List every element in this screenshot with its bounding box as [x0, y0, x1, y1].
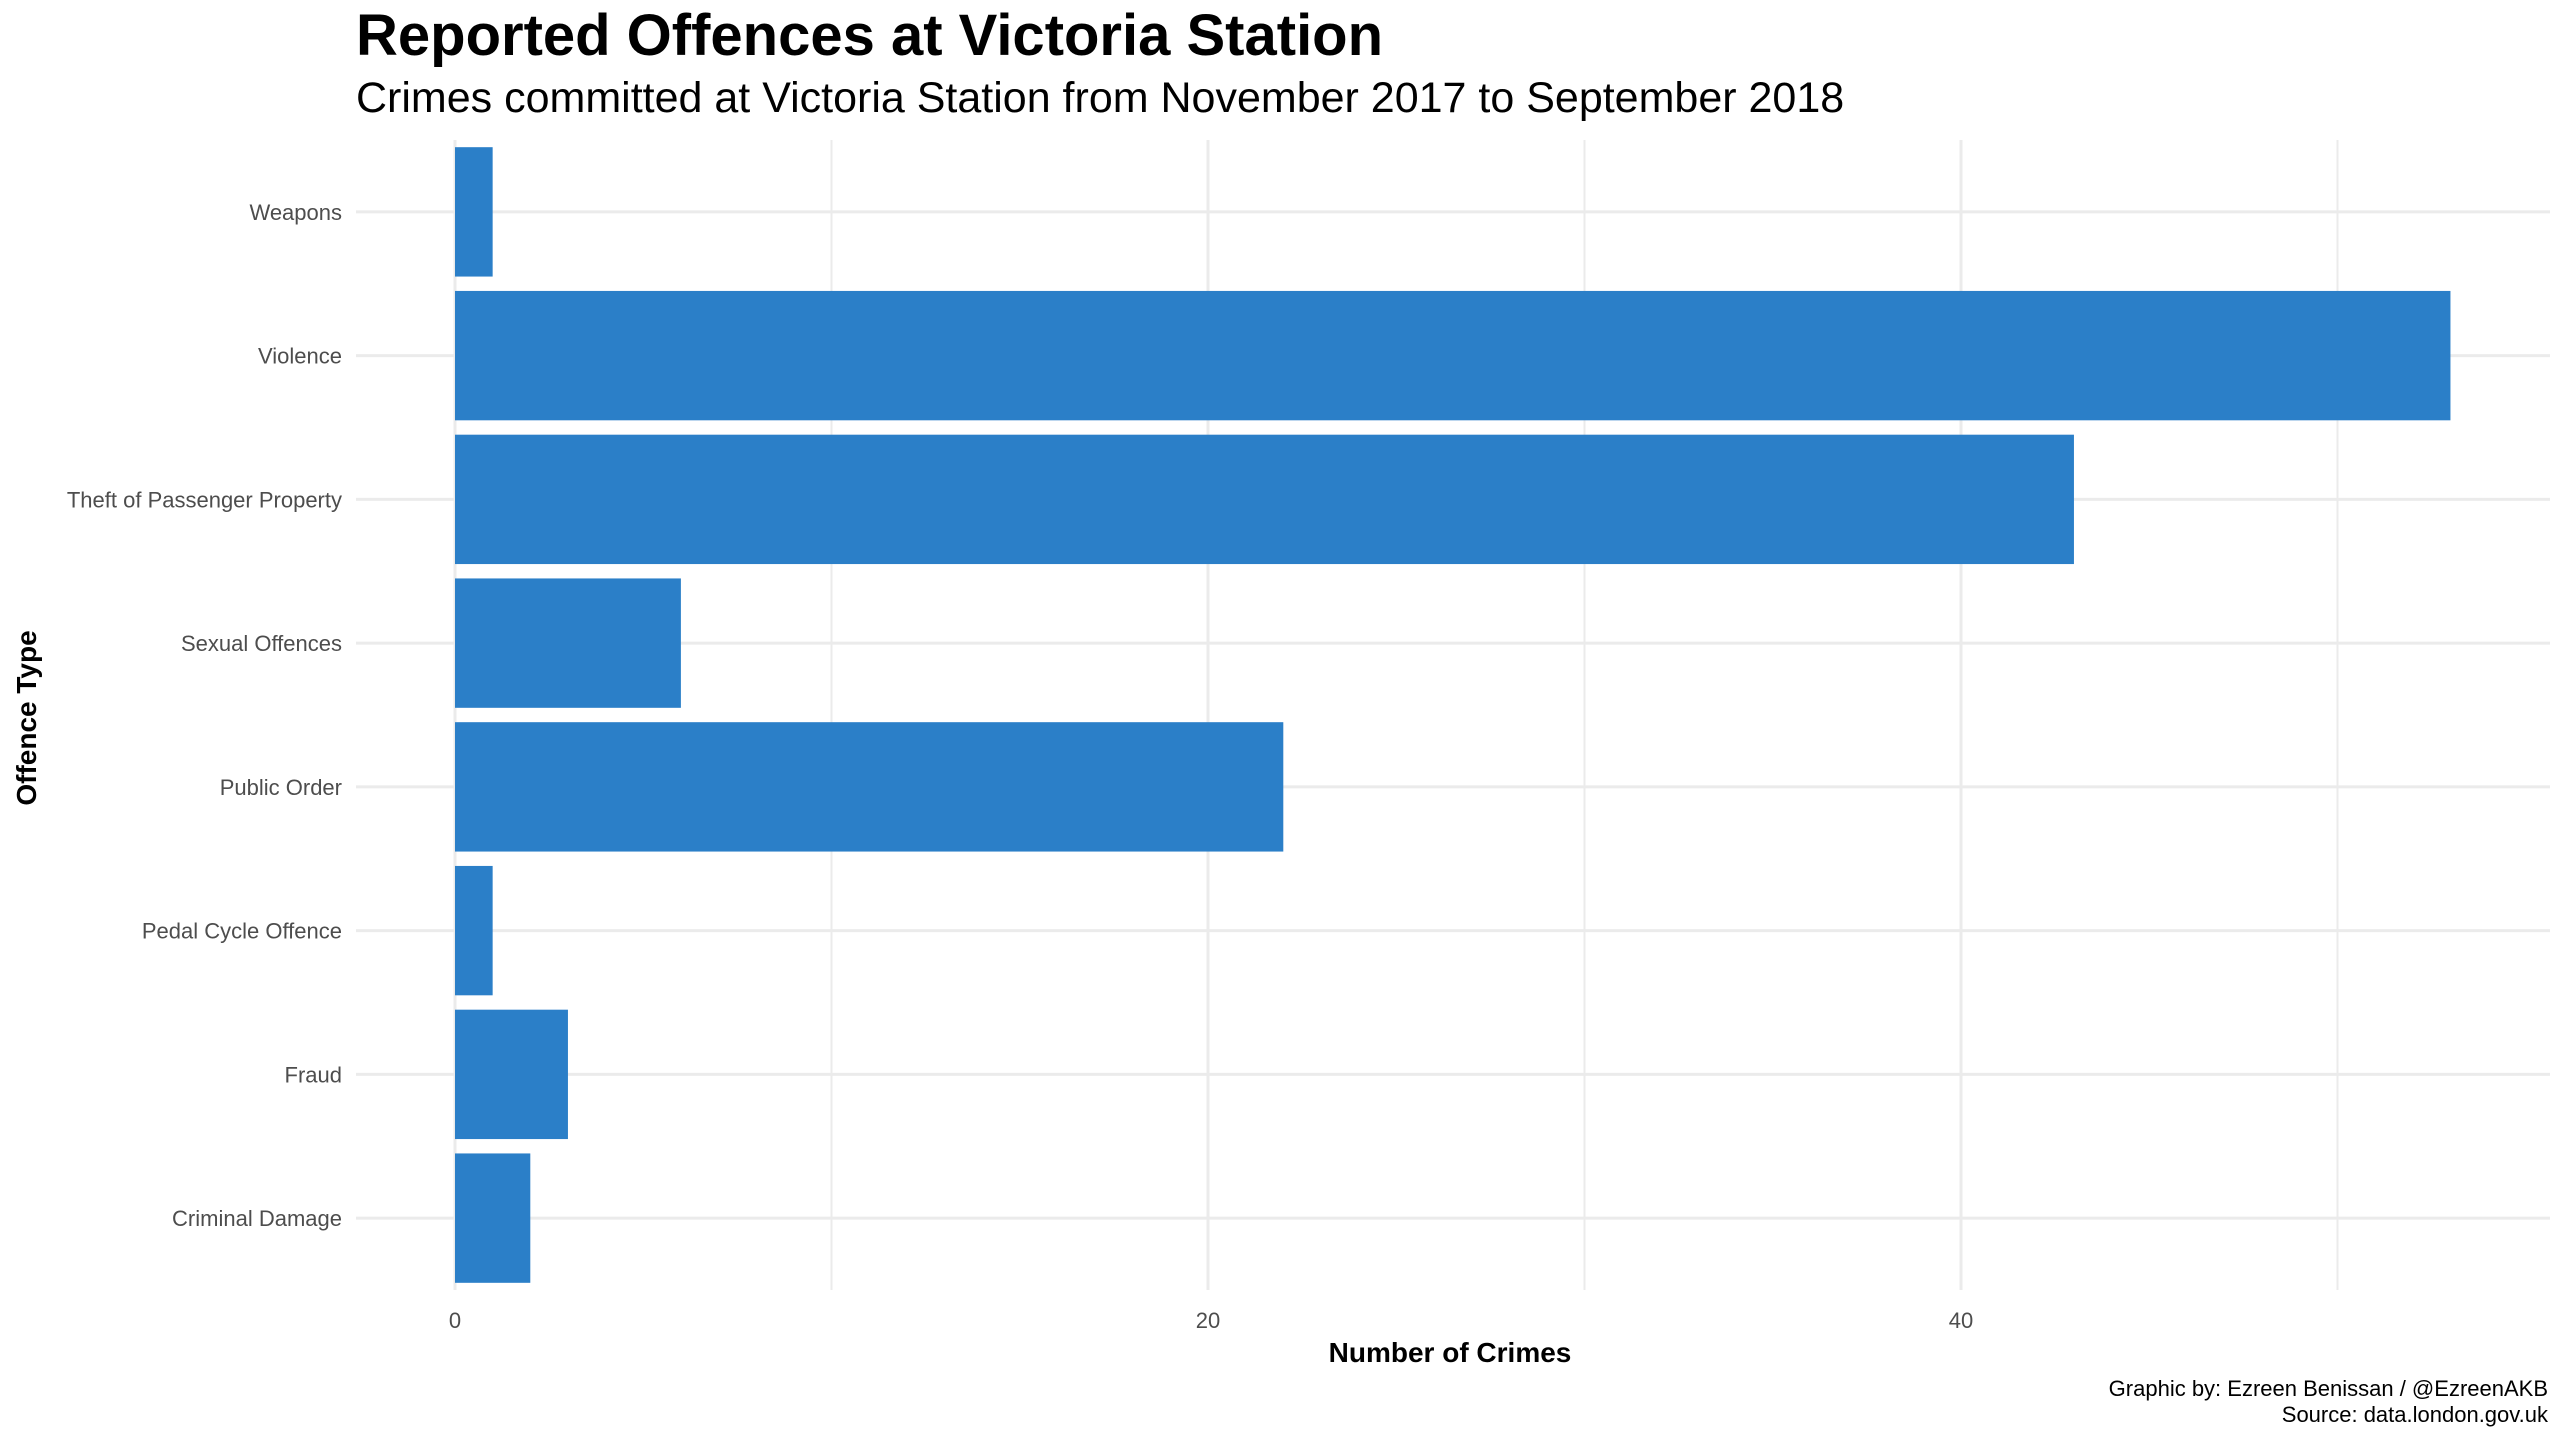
bar-criminal-damage [455, 1153, 531, 1283]
y-tick-label: Criminal Damage [172, 1206, 342, 1231]
bar-fraud [455, 1009, 568, 1140]
bar-violence [455, 290, 2451, 421]
bar-public-order [455, 722, 1284, 852]
y-tick-label: Weapons [249, 200, 342, 225]
y-tick-label: Sexual Offences [181, 631, 342, 656]
chart-caption: Graphic by: Ezreen Benissan / @EzreenAKB… [2109, 1376, 2548, 1428]
y-tick-label: Theft of Passenger Property [67, 487, 342, 512]
bar-sexual-offences [455, 578, 681, 708]
bar-weapons [455, 147, 493, 277]
y-axis-label: Offence Type [11, 630, 42, 805]
chart-title: Reported Offences at Victoria Station [356, 3, 1384, 68]
y-tick-label: Fraud [285, 1062, 342, 1087]
bar-theft-of-passenger-property [455, 434, 2074, 565]
y-tick-labels: Criminal Damage Fraud Pedal Cycle Offence P… [67, 200, 342, 1231]
x-tick-label: 40 [1949, 1308, 1973, 1333]
x-tick-label: 0 [449, 1308, 461, 1333]
y-tick-label: Violence [258, 344, 342, 369]
y-tick-label: Public Order [220, 775, 342, 800]
caption-credit: Graphic by: Ezreen Benissan / @EzreenAKB [2108, 1376, 2548, 1401]
bars [455, 147, 2451, 1283]
x-tick-labels: 0 20 40 [449, 1308, 1973, 1333]
x-tick-label: 20 [1196, 1308, 1220, 1333]
caption-source: Source: data.london.gov.uk [2281, 1402, 2548, 1427]
bar-pedal-cycle-offence [455, 865, 493, 996]
x-axis-label: Number of Crimes [1329, 1337, 1572, 1368]
chart-subtitle: Crimes committed at Victoria Station fro… [356, 74, 1845, 122]
y-tick-label: Pedal Cycle Offence [142, 919, 342, 944]
